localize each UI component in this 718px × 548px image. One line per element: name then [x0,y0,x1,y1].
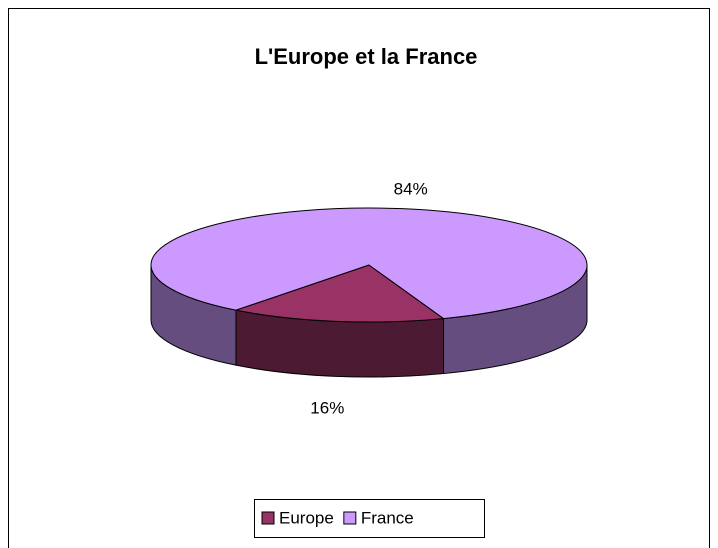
legend-label: Europe [279,508,334,527]
legend: Europe France [254,499,485,538]
legend-swatch [261,511,275,525]
data-label: 16% [310,399,344,418]
pie-slice [150,207,588,320]
legend-swatch [343,511,357,525]
legend-label: France [361,508,414,527]
chart-title: L'Europe et la France [255,44,478,69]
data-label: 84% [394,179,428,198]
pie-slice [234,264,445,323]
legend-box [254,499,485,538]
chart-border [8,8,710,548]
